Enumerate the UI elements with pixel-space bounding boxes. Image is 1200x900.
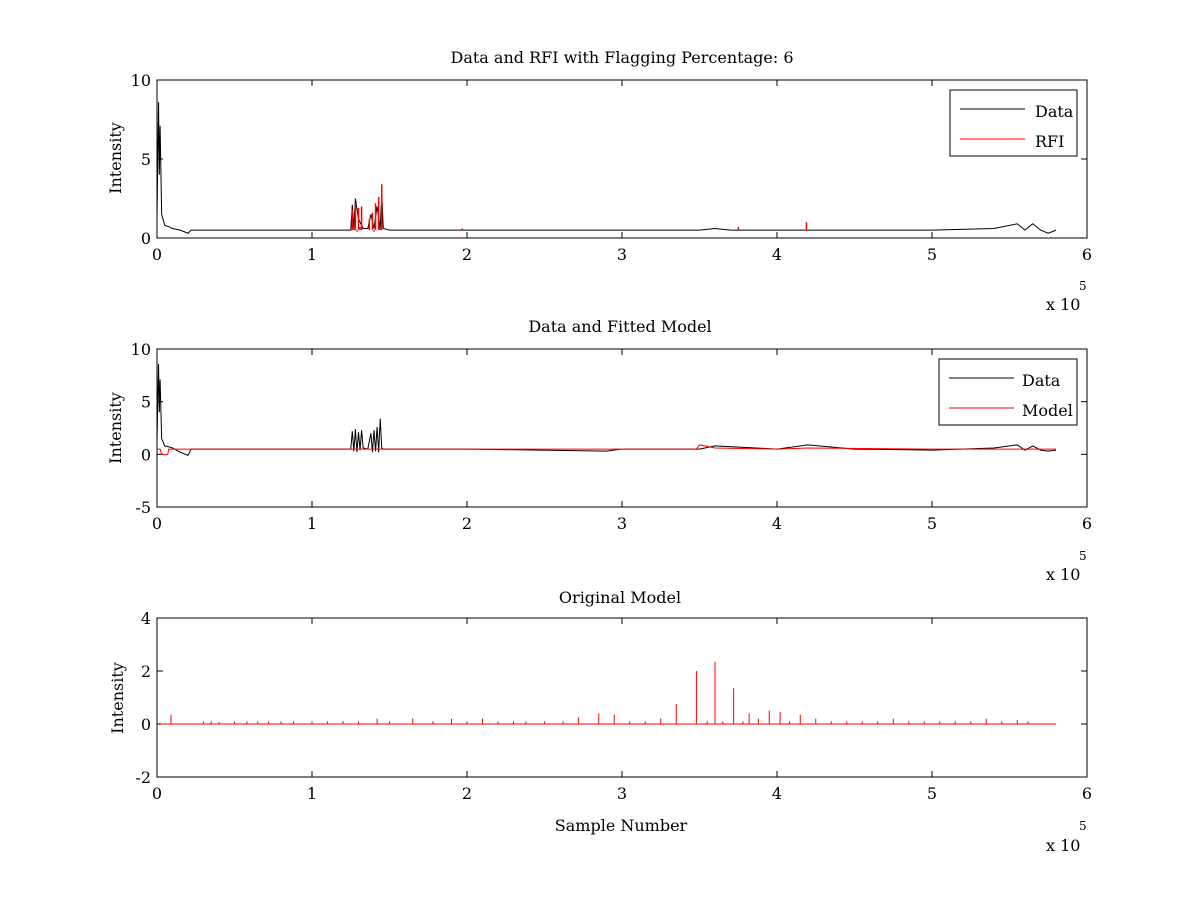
y-tick-label: 4 [141,609,151,628]
panel-rfi-flagging: Data and RFI with Flagging Percentage: 6… [106,48,1092,314]
x-multiplier-exponent: 5 [1079,279,1087,293]
x-tick-label: 2 [462,514,472,533]
x-tick-label: 2 [462,245,472,264]
y-tick-label: -5 [135,498,151,517]
series-group [157,102,1057,234]
y-tick-label: -2 [135,768,151,787]
legend-label-data: Data [1035,102,1074,121]
chart-title: Original Model [559,588,681,607]
series-line-model [157,444,1056,455]
y-tick-label: 2 [141,662,151,681]
x-tick-label: 0 [152,245,162,264]
legend-label-rfi: RFI [1035,132,1064,151]
y-axis-label: Intensity [108,662,127,734]
x-tick-label: 3 [617,784,627,803]
x-tick-label: 5 [927,514,937,533]
panel-original-model: Original Model Intensity Sample Number 0… [108,588,1092,855]
x-tick-label: 5 [927,784,937,803]
x-tick-label: 3 [617,514,627,533]
legend-box [938,358,1078,426]
x-multiplier-label: x 10 [1046,836,1080,855]
y-axis-label: Intensity [106,392,125,464]
x-multiplier-exponent: 5 [1079,819,1087,833]
x-axis-label: Sample Number [555,816,688,835]
y-tick-label: 0 [141,445,151,464]
x-tick-label: 1 [307,245,317,264]
y-tick-label: 0 [141,715,151,734]
series-line-data [157,363,1057,457]
legend: Data RFI [949,89,1078,157]
x-multiplier: x 10 5 [1046,549,1087,584]
x-tick-label: 4 [772,245,782,264]
y-tick-label: 10 [131,71,151,90]
x-tick-label: 0 [152,784,162,803]
x-tick-label: 4 [772,784,782,803]
x-tick-label: 0 [152,514,162,533]
y-tick-label: 5 [141,393,151,412]
x-tick-label: 5 [927,245,937,264]
x-multiplier-label: x 10 [1046,565,1080,584]
series-group [157,363,1057,457]
y-tick-label: 5 [141,150,151,169]
x-multiplier-exponent: 5 [1079,549,1087,563]
y-axis-label: Intensity [106,122,125,194]
x-multiplier-label: x 10 [1046,295,1080,314]
y-tick-label: 0 [141,229,151,248]
plot-area: 0 1 2 3 4 5 6 0 5 10 [131,71,1092,264]
x-tick-label: 1 [307,784,317,803]
x-multiplier: x 10 5 [1046,819,1087,855]
panel-fitted-model: Data and Fitted Model Intensity 0 1 2 3 4 5 6 -… [106,317,1092,584]
y-tick-label: 10 [131,340,151,359]
chart-title: Data and RFI with Flagging Percentage: 6 [450,48,793,67]
x-tick-label: 3 [617,245,627,264]
x-tick-label: 2 [462,784,472,803]
chart-title: Data and Fitted Model [528,317,711,336]
x-tick-label: 6 [1082,514,1092,533]
x-tick-label: 1 [307,514,317,533]
legend-box [949,89,1078,157]
legend-label-model: Model [1022,401,1073,420]
legend-label-data: Data [1022,371,1061,390]
x-multiplier: x 10 5 [1046,279,1087,314]
x-tick-label: 6 [1082,784,1092,803]
x-tick-label: 6 [1082,245,1092,264]
x-tick-label: 4 [772,514,782,533]
series-group [159,661,1056,725]
legend: Data Model [938,358,1078,426]
